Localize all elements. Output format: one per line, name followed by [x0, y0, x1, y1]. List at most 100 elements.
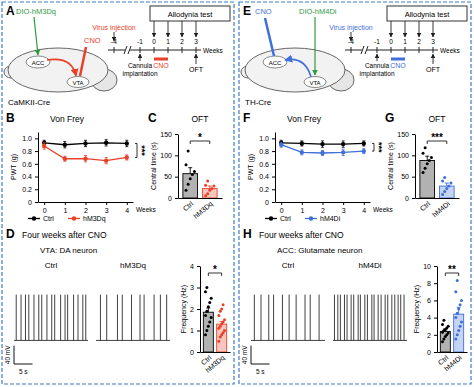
point	[210, 187, 213, 190]
tick: 3	[190, 284, 200, 291]
mouse-line: CaMKII-Cre	[8, 98, 51, 107]
significance: ***	[137, 145, 147, 156]
error-bar	[125, 140, 128, 146]
legend-marker	[72, 216, 76, 220]
spike	[400, 295, 401, 341]
error-bar	[342, 141, 345, 147]
spike	[154, 295, 155, 341]
tick-mark	[35, 177, 38, 178]
legend-item: Ctrl	[28, 215, 54, 222]
significance-bracket	[372, 143, 374, 151]
point	[447, 332, 450, 335]
spike	[387, 295, 388, 341]
tick-mark	[35, 164, 38, 165]
axis-title: PWT (g)	[247, 154, 255, 180]
point	[447, 185, 450, 188]
recording: HFour weeks after CNOACC: Glutamate neur…	[241, 227, 407, 375]
event-label: Virus injection	[92, 24, 136, 32]
tick-mark	[44, 202, 45, 205]
tick-mark	[154, 47, 155, 53]
point	[457, 329, 460, 332]
spike	[381, 295, 382, 341]
chart-title: Von Frey	[50, 114, 85, 124]
tick-label: 0.2	[259, 186, 269, 193]
chart: FVon Frey00.20.40.60.81.001234PWT (g)Wee…	[243, 111, 393, 222]
scale-bar	[14, 346, 15, 364]
error-bar	[125, 155, 128, 160]
tick-mark	[272, 138, 275, 139]
arrow	[168, 21, 169, 37]
spike	[41, 295, 42, 341]
point	[460, 320, 463, 323]
axis-line	[200, 267, 201, 353]
tick-label: -1	[374, 38, 380, 45]
marker	[63, 157, 67, 161]
chart: BVon Frey00.20.40.60.81.001234PWT (g)Wee…	[6, 111, 156, 223]
error-bar	[342, 149, 345, 155]
arrow	[433, 21, 434, 37]
chart: COFT050100150CtrlhM3DqCentral time (s)*	[148, 111, 223, 220]
tick-mark	[434, 318, 437, 319]
spike	[51, 295, 52, 341]
subtitle: ACC: Glutamate neuron	[277, 246, 362, 255]
point	[443, 176, 446, 179]
bar	[439, 186, 454, 198]
tick-label: 1	[190, 327, 194, 334]
point	[205, 329, 208, 332]
tick-mark	[412, 134, 415, 135]
axis: CtrlhM3Dq	[200, 352, 231, 374]
tick-label: 150	[160, 131, 172, 138]
marker	[362, 149, 366, 153]
axis: 0246810	[423, 263, 437, 356]
tick: 1	[190, 327, 200, 334]
tick-mark	[35, 138, 38, 139]
tick-label: 0	[152, 38, 156, 45]
point	[456, 312, 459, 315]
tick-mark	[377, 47, 378, 53]
point	[210, 316, 213, 319]
spike	[38, 295, 39, 341]
point	[449, 182, 452, 185]
tick-label: hM3Dq	[192, 200, 215, 221]
event-label: implantation	[359, 70, 394, 78]
point	[456, 279, 459, 282]
tick: 3	[105, 202, 109, 214]
plot-area	[203, 286, 226, 352]
tick-mark	[175, 177, 178, 178]
point	[206, 179, 209, 182]
chart-title: Four weeks after CNO	[259, 230, 344, 240]
timeline-axis	[345, 50, 362, 51]
axis: 050100150	[397, 131, 415, 202]
virus-label: DIO-hM3Dq	[16, 7, 56, 16]
tick-label: 1	[166, 38, 170, 45]
tick: 4	[362, 202, 366, 214]
marker	[362, 141, 366, 145]
tick-label: 4	[427, 314, 431, 321]
tick-label: 3	[190, 284, 194, 291]
tick-label: 8	[427, 280, 431, 287]
tick-label: 1	[300, 207, 304, 214]
projection	[285, 59, 311, 77]
error-bar	[63, 142, 66, 148]
tick-mark	[197, 352, 200, 353]
panel-border	[2, 2, 234, 384]
tick-label: 0	[168, 195, 172, 202]
tick: 1	[63, 202, 67, 214]
tick-mark	[35, 202, 38, 203]
region	[304, 77, 326, 88]
tick-mark	[86, 202, 87, 205]
point	[210, 297, 213, 300]
axis-line	[38, 133, 39, 203]
tick-mark	[272, 164, 275, 165]
tick-mark	[433, 47, 434, 53]
tick: 0	[427, 349, 437, 356]
arrow	[140, 54, 141, 61]
error-bar	[300, 141, 303, 146]
plot-area	[42, 140, 129, 164]
tick-label: 2	[321, 207, 325, 214]
spike	[305, 295, 306, 341]
tick: 0.2	[259, 186, 275, 193]
tick-label: 2	[190, 306, 194, 313]
spike	[117, 295, 118, 341]
spike	[46, 295, 47, 341]
